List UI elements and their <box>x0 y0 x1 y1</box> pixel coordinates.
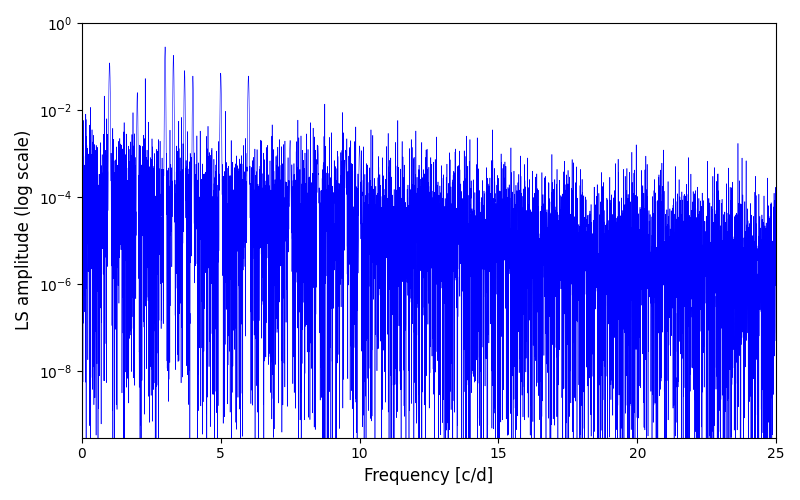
Y-axis label: LS amplitude (log scale): LS amplitude (log scale) <box>15 130 33 330</box>
X-axis label: Frequency [c/d]: Frequency [c/d] <box>364 467 494 485</box>
